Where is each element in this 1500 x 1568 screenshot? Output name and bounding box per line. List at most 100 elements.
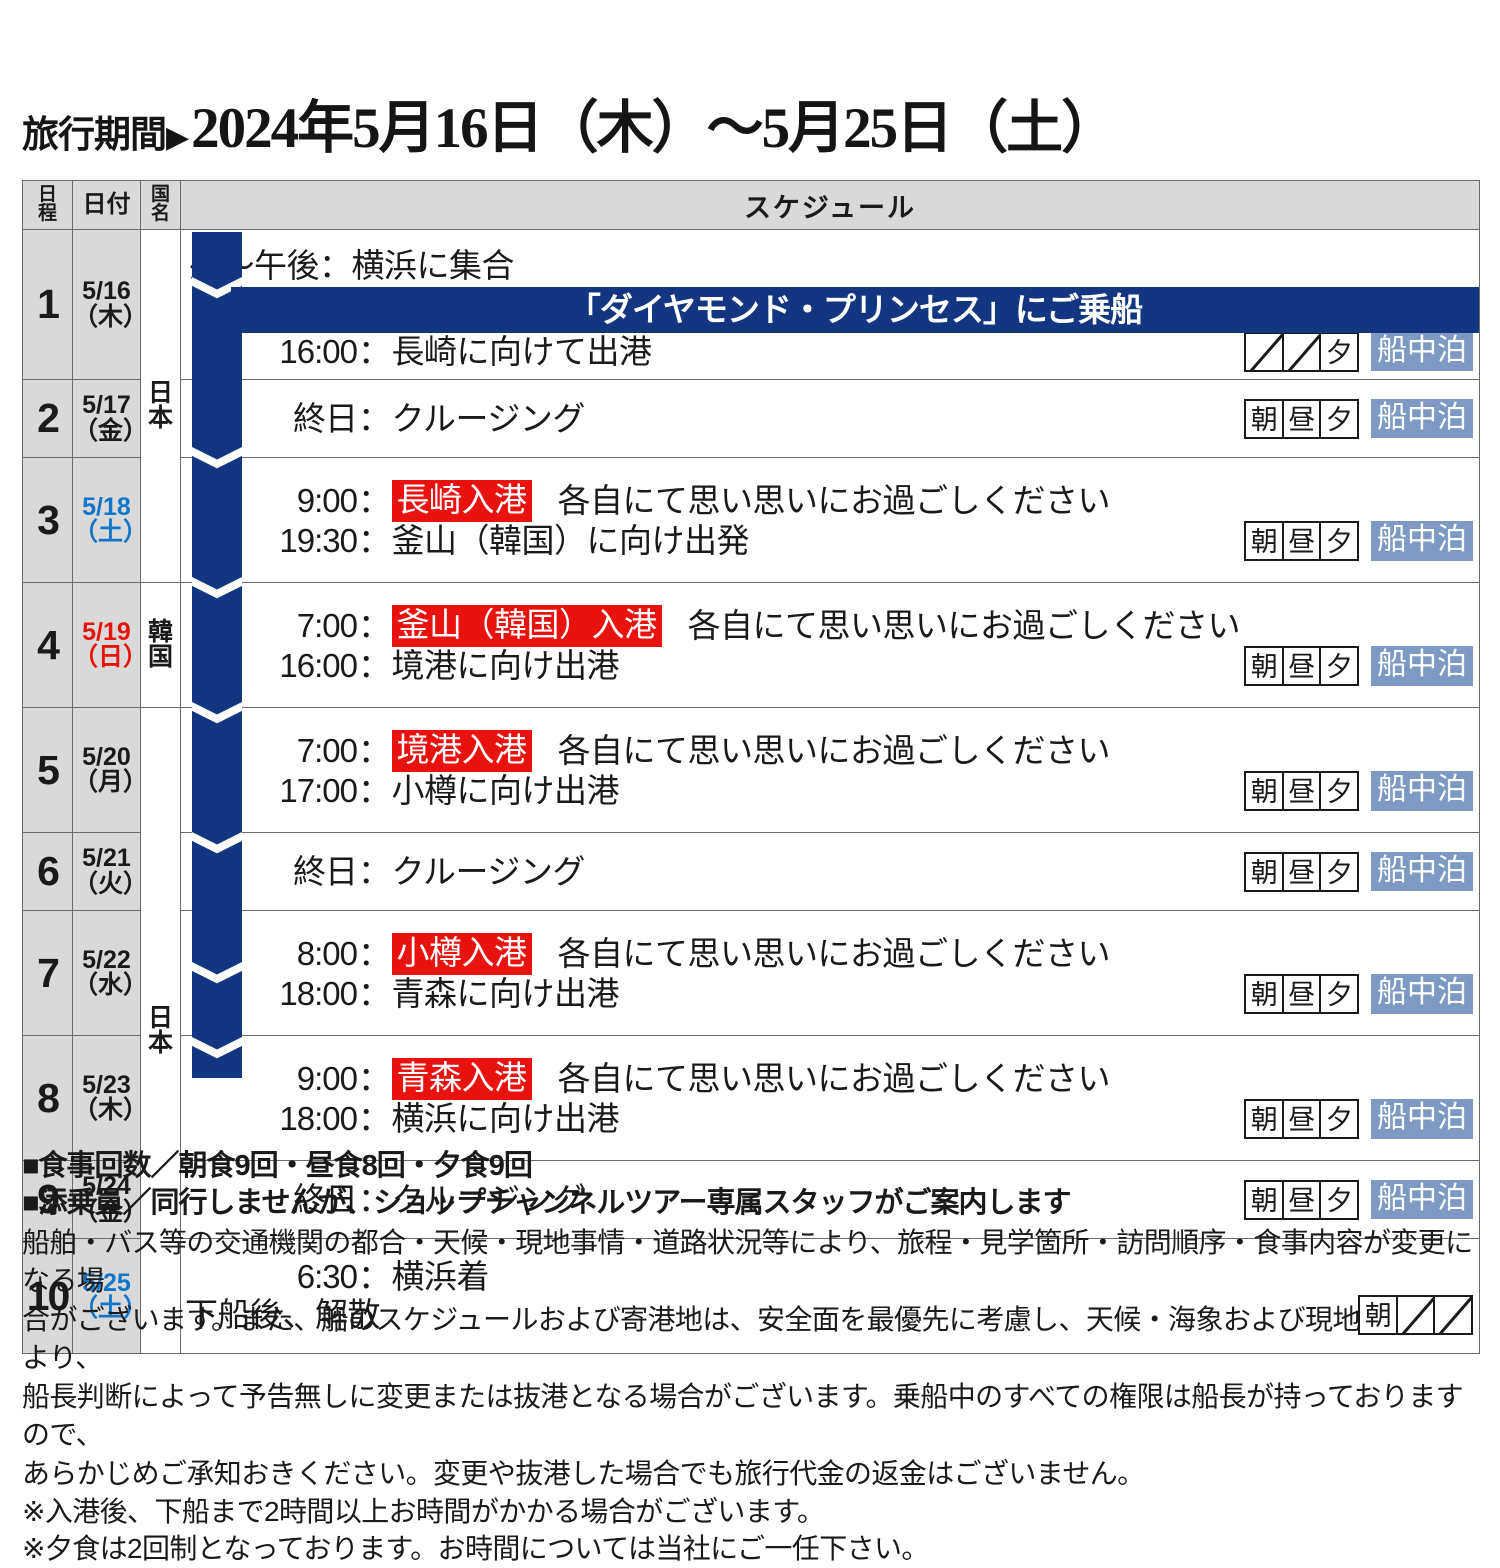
schedule-text: 小樽に向け出港: [391, 772, 620, 809]
schedule-cell: 終日：クルージング 朝昼夕船中泊: [180, 379, 1480, 458]
note-dinner-seatings: ※夕食は2回制となっております。お時間については当社にご一任下さい。: [22, 1533, 929, 1565]
schedule-time: 19:30: [279, 522, 358, 559]
date-md: 5/20: [82, 742, 131, 771]
meal-box-dinner: 夕: [1319, 851, 1359, 892]
schedule-time: 18:00: [279, 975, 358, 1012]
meal-and-stay-group: 朝昼夕船中泊: [1244, 851, 1473, 892]
day-number: 6: [37, 848, 60, 894]
meal-box-dinner: 夕: [1319, 1098, 1359, 1139]
itinerary-row: 10 5/25 （土） 6:30：横浜着 下船後、解散朝: [22, 1238, 1480, 1354]
day-number: 7: [37, 949, 60, 996]
day-number-cell: 7: [22, 910, 73, 1036]
schedule-text: 各自にて思い思いにお過ごしください: [557, 482, 1111, 520]
schedule-cell: 終日：クルージング 朝昼夕船中泊: [180, 1160, 1480, 1239]
day-number-cell: 8: [22, 1035, 73, 1161]
col-header-schedule: スケジュール: [180, 180, 1480, 230]
day-number-cell: 1: [22, 229, 73, 380]
date-weekday: （木）: [73, 1096, 149, 1124]
day-number-cell: 10: [22, 1238, 73, 1354]
itinerary-row: 4 5/19 （日）韓国 7:00：釜山（韓国）入港 各自にて思い思いにお過ごしください…: [22, 582, 1480, 708]
schedule-time: 終日: [293, 399, 358, 437]
port-call-highlight: 小樽入港: [391, 933, 532, 975]
date-md: 5/25: [82, 1268, 131, 1297]
schedule-line: 9:00：長崎入港 各自にて思い思いにお過ごしください: [181, 480, 1479, 522]
meal-box-breakfast: 朝: [1244, 645, 1284, 686]
disclaimer-line-1: 船舶・バス等の交通機関の都合・天候・現地事情・道路状況等により、旅程・見学箇所・…: [22, 1227, 1473, 1296]
schedule-text: 横浜着: [391, 1258, 490, 1296]
schedule-line: 16:00：長崎に向けて出港 夕船中泊: [181, 331, 1479, 372]
schedule-line: 終日：クルージング 朝昼夕船中泊: [181, 1179, 1479, 1220]
time-separator: ：: [358, 1060, 391, 1098]
date-weekday: （金）: [73, 416, 149, 445]
stay-badge: 船中泊: [1371, 974, 1473, 1014]
table-header-row: 日程日付国名スケジュール: [22, 180, 1480, 230]
schedule-text: クルージング: [391, 852, 586, 890]
itinerary-row: 9 5/24 （金） 終日：クルージング 朝昼夕船中泊: [22, 1160, 1480, 1239]
date-weekday: （木）: [73, 302, 149, 331]
schedule-time: 終日: [293, 1180, 358, 1218]
date-md: 5/16: [82, 277, 131, 305]
travel-period-label: 旅行期間: [22, 114, 167, 155]
itinerary-table: 日程日付国名スケジュール 1 5/16 （木）日本昼～午後：横浜に集合 「ダイヤモンド・…: [22, 180, 1480, 1354]
meal-box-lunch: 昼: [1281, 770, 1322, 811]
country-cell-japan-1: 日本: [140, 229, 181, 583]
schedule-time: 18:00: [279, 1100, 358, 1137]
schedule-text: 釜山（韓国）に向け出発: [391, 522, 750, 559]
meal-and-stay-group: 朝昼夕船中泊: [1244, 770, 1473, 811]
schedule-text: 境港に向け出港: [391, 647, 620, 684]
meal-box-lunch: 昼: [1281, 520, 1322, 561]
meal-and-stay-group: 夕船中泊: [1244, 331, 1473, 372]
schedule-text: 各自にて思い思いにお過ごしください: [557, 732, 1111, 770]
schedule-line: 6:30：横浜着: [181, 1258, 1479, 1296]
travel-period-value: 2024年5月16日（木）～5月25日（土）: [191, 97, 1118, 160]
schedule-time: 終日: [293, 852, 358, 890]
schedule-time: 16:00: [279, 647, 358, 684]
port-call-highlight: 長崎入港: [391, 480, 532, 522]
time-separator: ：: [358, 332, 391, 370]
date-weekday: （月）: [73, 768, 149, 796]
schedule-time: 7:00: [296, 732, 358, 770]
date-weekday: （土）: [73, 1294, 149, 1322]
stay-badge: 船中泊: [1371, 331, 1473, 372]
meal-and-stay-group: 朝昼夕船中泊: [1244, 973, 1473, 1014]
meal-box-none: [1281, 331, 1322, 372]
meal-box-dinner: 夕: [1319, 645, 1359, 686]
schedule-line: 18:00：青森に向け出港 朝昼夕船中泊: [181, 973, 1479, 1014]
day-number: 2: [37, 395, 60, 441]
schedule-line: 8:00：小樽入港 各自にて思い思いにお過ごしください: [181, 933, 1479, 975]
meal-box-lunch: 昼: [1281, 973, 1322, 1014]
col-header-day-l2: 程: [37, 203, 57, 224]
time-separator: ：: [358, 482, 391, 520]
date-weekday: （土）: [73, 518, 149, 546]
time-separator: ：: [358, 647, 391, 684]
col-header-day-l1: 日: [37, 184, 57, 206]
port-call-highlight: 境港入港: [391, 730, 532, 772]
schedule-text: 青森に向け出港: [391, 975, 620, 1012]
itinerary-row: 3 5/18 （土） 9:00：長崎入港 各自にて思い思いにお過ごしください 19:30：…: [22, 457, 1480, 583]
disclaimer-line-2: 合がございます。また、船のスケジュールおよび寄港地は、安全面を最優先に考慮し、天…: [22, 1304, 1470, 1373]
schedule-text: クルージング: [391, 399, 586, 437]
stay-badge: 船中泊: [1371, 646, 1473, 686]
schedule-cell: 9:00：青森入港 各自にて思い思いにお過ごしください 18:00：横浜に向け出港朝…: [180, 1035, 1480, 1161]
stay-badge: 船中泊: [1371, 1179, 1473, 1220]
time-separator: ：: [358, 1100, 391, 1137]
schedule-line: 終日：クルージング 朝昼夕船中泊: [181, 851, 1479, 892]
meal-count-note: ■食事回数／朝食9回・昼食8回・夕食9回: [22, 1150, 533, 1182]
meal-box-dinner: 夕: [1319, 520, 1359, 561]
meal-box-lunch: 昼: [1281, 398, 1322, 439]
country-label-l2: 国: [147, 643, 173, 671]
meal-box-none: [1395, 1294, 1436, 1335]
time-separator: ：: [358, 935, 391, 973]
schedule-time: 17:00: [279, 772, 358, 809]
time-separator: ：: [358, 1180, 391, 1218]
day-number: 1: [37, 281, 60, 327]
col-header-date: 日付: [72, 180, 141, 230]
stay-badge: 船中泊: [1371, 1099, 1473, 1139]
schedule-cell: 7:00：境港入港 各自にて思い思いにお過ごしください 17:00：小樽に向け出港朝…: [180, 707, 1480, 833]
time-separator: ：: [358, 852, 391, 890]
schedule-time: 7:00: [296, 607, 358, 645]
country-cell-japan-2: 日本: [140, 707, 181, 1354]
itinerary-row: 1 5/16 （木）日本昼～午後：横浜に集合 「ダイヤモンド・プリンセス」にご乗船 16…: [22, 229, 1480, 583]
day-number: 10: [26, 1272, 71, 1319]
schedule-cell: 9:00：長崎入港 各自にて思い思いにお過ごしください 19:30：釜山（韓国）に向…: [180, 457, 1480, 583]
